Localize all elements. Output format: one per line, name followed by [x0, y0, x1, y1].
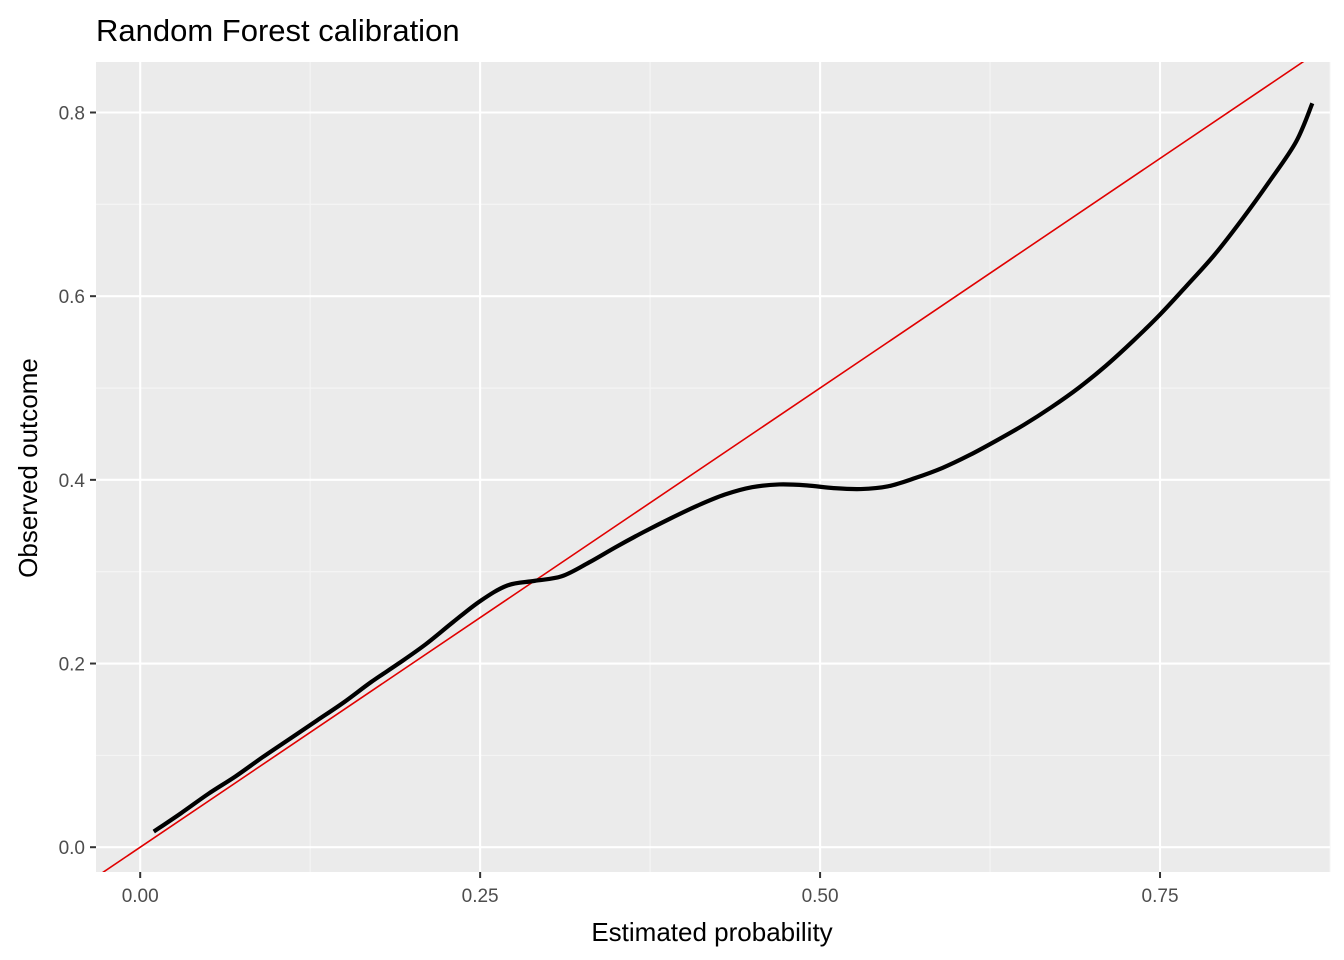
axis-tick-labels: 0.00 0.25 0.50 0.75 0.0 0.2 0.4 0.6 0.8	[59, 104, 1179, 907]
plot-panel	[96, 62, 1330, 872]
x-tick-label: 0.50	[802, 886, 839, 907]
x-tick-label: 0.00	[122, 886, 159, 907]
y-tick-label: 0.4	[59, 471, 86, 492]
minor-gridlines	[96, 62, 1331, 872]
x-tick-label: 0.75	[1142, 886, 1179, 907]
x-axis-title: Estimated probability	[591, 917, 832, 947]
x-tick-label: 0.25	[462, 886, 499, 907]
y-tick-label: 0.2	[59, 655, 85, 676]
axis-ticks	[90, 111, 1162, 878]
y-tick-label: 0.6	[59, 287, 85, 308]
chart-marks	[102, 62, 1315, 872]
major-gridlines	[96, 62, 1330, 872]
reference-line	[102, 62, 1305, 872]
y-tick-label: 0.0	[59, 838, 85, 859]
calibration-curve	[152, 102, 1315, 834]
y-tick-label: 0.8	[59, 104, 85, 125]
chart-title: Random Forest calibration	[96, 13, 460, 48]
y-axis-title: Observed outcome	[13, 358, 43, 578]
